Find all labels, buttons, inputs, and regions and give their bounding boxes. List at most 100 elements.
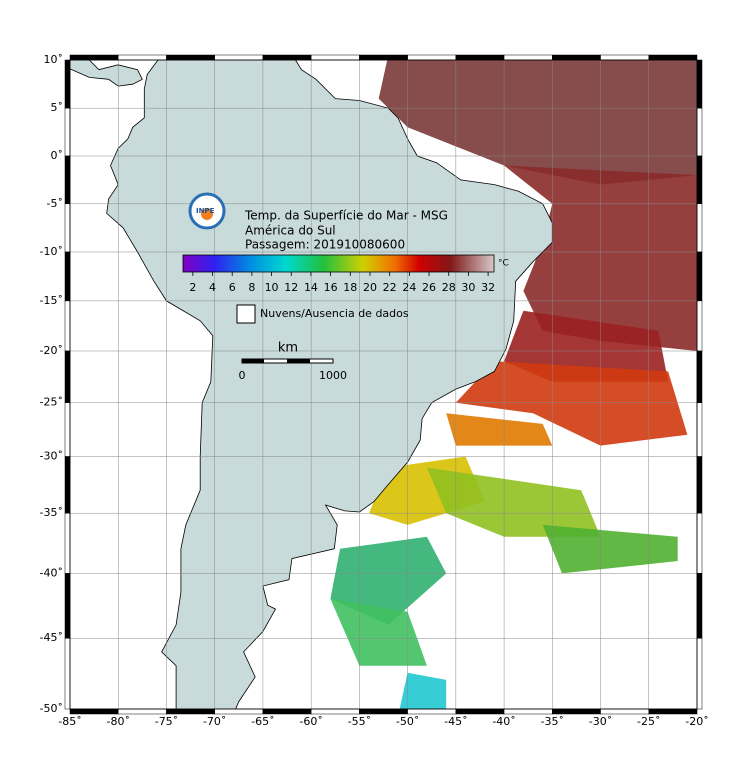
frame-seg: [64, 59, 71, 109]
colorbar-tick-label: 2: [189, 281, 196, 294]
colorbar-tick-label: 10: [265, 281, 279, 294]
logo-text: INPE: [196, 207, 215, 215]
frame-seg: [696, 59, 703, 109]
lon-tick-label: -60˚: [299, 715, 322, 728]
frame-seg: [310, 708, 360, 715]
sst-patch: [426, 467, 601, 537]
lat-tick-label: -40˚: [40, 566, 63, 579]
title-line: Temp. da Superfície do Mar - MSG: [244, 209, 448, 223]
lat-tick-label: -50˚: [40, 702, 63, 715]
sst-patch: [399, 672, 447, 709]
lon-tick-label: -50˚: [396, 715, 419, 728]
lon-tick-label: -45˚: [444, 715, 467, 728]
lat-tick-label: 5˚: [51, 101, 64, 114]
frame-seg: [503, 708, 553, 715]
lon-tick-label: -20˚: [685, 715, 708, 728]
lon-tick-label: -30˚: [589, 715, 612, 728]
sst-patch: [455, 361, 688, 446]
frame-seg: [552, 54, 601, 61]
legend-label: Nuvens/Ausencia de dados: [260, 307, 409, 320]
frame-seg: [64, 350, 71, 403]
colorbar-tick-label: 8: [248, 281, 255, 294]
lon-tick-label: -25˚: [637, 715, 660, 728]
scale-start: 0: [239, 369, 246, 382]
frame-seg: [214, 54, 264, 61]
frame-seg: [64, 573, 71, 639]
colorbar-tick-label: 4: [209, 281, 216, 294]
title-line: América do Sul: [245, 224, 336, 238]
sst-patch: [378, 60, 697, 185]
frame-seg: [69, 708, 119, 715]
legend-swatch: [236, 304, 256, 324]
lat-tick-label: -5˚: [47, 197, 63, 210]
frame-seg: [64, 512, 71, 574]
sst-patch: [446, 413, 553, 446]
frame: [64, 54, 703, 715]
frame-seg: [696, 300, 703, 352]
lon-tick-label: -35˚: [541, 715, 564, 728]
frame-seg: [64, 251, 71, 302]
overlay: INPE Temp. da Superfície do Mar - MSG Am…: [182, 192, 509, 382]
lat-tick-label: 0˚: [51, 149, 64, 162]
frame-seg: [696, 637, 703, 710]
sst-patch: [542, 524, 678, 574]
lat-tick-label: -35˚: [40, 506, 63, 519]
colorbar-tick-label: 22: [383, 281, 397, 294]
colorbar-tick-label: 6: [229, 281, 236, 294]
frame-seg: [696, 573, 703, 639]
frame-seg: [64, 402, 71, 457]
frame-seg: [455, 54, 505, 61]
frame-seg: [696, 107, 703, 157]
frame-seg: [407, 54, 457, 61]
colorbar: [182, 254, 495, 273]
scale-unit: km: [278, 341, 298, 356]
frame-seg: [696, 155, 703, 205]
sst-patch: [330, 598, 427, 666]
colorbar-tick-label: 32: [481, 281, 495, 294]
frame-seg: [696, 203, 703, 253]
colorbar-tick-label: 28: [442, 281, 456, 294]
colorbar-tick-label: 26: [422, 281, 436, 294]
frame-seg: [600, 708, 650, 715]
frame-seg: [696, 456, 703, 514]
colorbar-tick-label: 18: [343, 281, 357, 294]
frame-seg: [648, 708, 698, 715]
scale-bar-seg: [287, 359, 310, 363]
frame-seg: [262, 54, 312, 61]
scale-end: 1000: [319, 369, 347, 382]
colorbar-tick-label: 24: [402, 281, 416, 294]
frame-seg: [359, 708, 408, 715]
frame-seg: [407, 708, 457, 715]
frame-seg: [166, 54, 215, 61]
lat-tick-label: -10˚: [40, 245, 63, 258]
frame-seg: [117, 708, 167, 715]
lon-tick-label: -85˚: [58, 715, 81, 728]
sst-patch: [504, 310, 669, 382]
colorbar-tick-label: 14: [304, 281, 318, 294]
lon-tick-label: -80˚: [106, 715, 129, 728]
lat-tick-label: 10˚: [44, 53, 64, 66]
lat-tick-label: -30˚: [40, 450, 63, 463]
scale-bar-seg: [242, 359, 264, 363]
frame-seg: [648, 54, 698, 61]
frame-seg: [696, 350, 703, 403]
colorbar-tick-label: 16: [324, 281, 338, 294]
lat-tick-label: -25˚: [40, 396, 63, 409]
title-line: Passagem: 201910080600: [245, 238, 405, 252]
frame-seg: [69, 54, 119, 61]
colorbar-tick-label: 30: [461, 281, 475, 294]
frame-seg: [503, 54, 553, 61]
frame-seg: [310, 54, 360, 61]
lon-tick-label: -65˚: [251, 715, 274, 728]
plot-border: [69, 59, 698, 710]
frame-seg: [214, 708, 264, 715]
lat-tick-label: -45˚: [40, 631, 63, 644]
colorbar-unit: °C: [498, 259, 509, 269]
frame-seg: [552, 708, 601, 715]
land: [70, 60, 143, 87]
frame-seg: [64, 107, 71, 157]
logo-sun: [201, 208, 213, 220]
frame-seg: [64, 203, 71, 253]
frame-seg: [455, 708, 505, 715]
